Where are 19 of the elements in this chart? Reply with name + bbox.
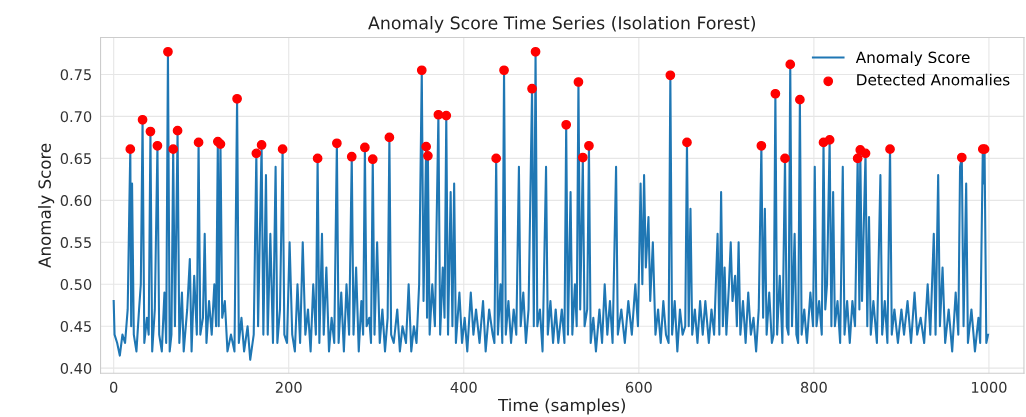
x-tick-label: 600 — [625, 381, 652, 393]
y-tick-label: 0.55 — [60, 237, 91, 249]
y-tick-label: 0.60 — [60, 195, 92, 207]
y-tick-label: 0.50 — [60, 278, 92, 291]
x-tick-label: 400 — [450, 381, 477, 393]
y-tick-label: 0.70 — [60, 111, 92, 123]
x-tick-label: 1000 — [971, 381, 1007, 393]
y-tick-label: 0.40 — [60, 362, 92, 374]
y-tick-label: 0.65 — [60, 153, 91, 165]
y-tick-label: 0.45 — [60, 320, 91, 332]
y-tick-label: 0.75 — [60, 69, 91, 81]
x-tick-label: 0 — [110, 381, 118, 393]
legend-label: Detected Anomalies — [857, 73, 1010, 86]
chart-title: Anomaly Score Time Series (Isolation Forest) — [368, 16, 756, 33]
y-axis-title: Anomaly Score — [38, 143, 55, 268]
x-tick-label: 200 — [275, 381, 302, 393]
x-tick-label: 800 — [800, 381, 827, 393]
x-axis-title: Time (samples) — [498, 398, 625, 415]
legend-label: Anomaly Score — [855, 51, 970, 67]
